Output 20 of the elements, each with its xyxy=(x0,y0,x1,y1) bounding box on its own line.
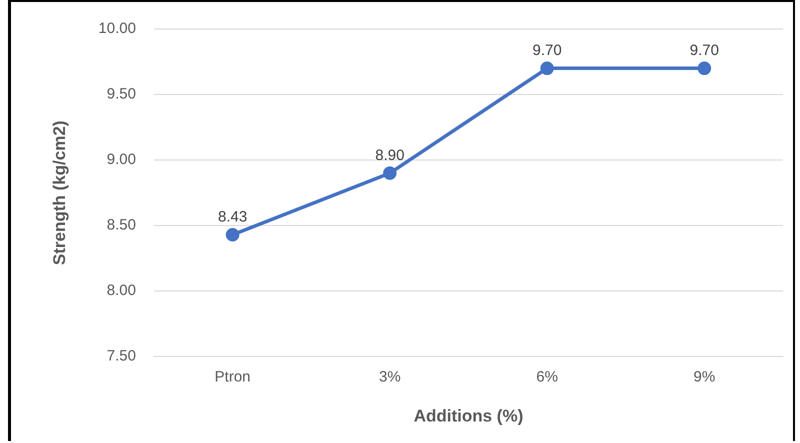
data-label: 9.70 xyxy=(690,42,719,59)
y-tick-label: 9.50 xyxy=(106,86,136,103)
x-tick-label: Ptron xyxy=(214,368,250,386)
x-tick-label: 3% xyxy=(378,368,401,386)
x-axis-title: Additions (%) xyxy=(414,406,524,426)
point xyxy=(226,228,240,242)
y-tick-label: 10.00 xyxy=(98,20,136,38)
y-axis-title: Strength (kg/cm2) xyxy=(50,120,69,266)
point xyxy=(540,62,554,76)
point xyxy=(698,62,712,76)
point xyxy=(383,166,397,180)
data-label: 8.43 xyxy=(218,208,248,226)
x-tick-label: 9% xyxy=(694,368,716,386)
data-label: 8.90 xyxy=(375,146,404,164)
x-tick-label: 6% xyxy=(536,368,558,386)
y-tick-label: 9.00 xyxy=(106,151,136,168)
y-tick-label: 8.00 xyxy=(106,282,136,300)
y-tick-label: 8.50 xyxy=(106,216,136,234)
data-label: 9.70 xyxy=(532,42,562,59)
y-tick-label: 7.50 xyxy=(106,348,136,365)
